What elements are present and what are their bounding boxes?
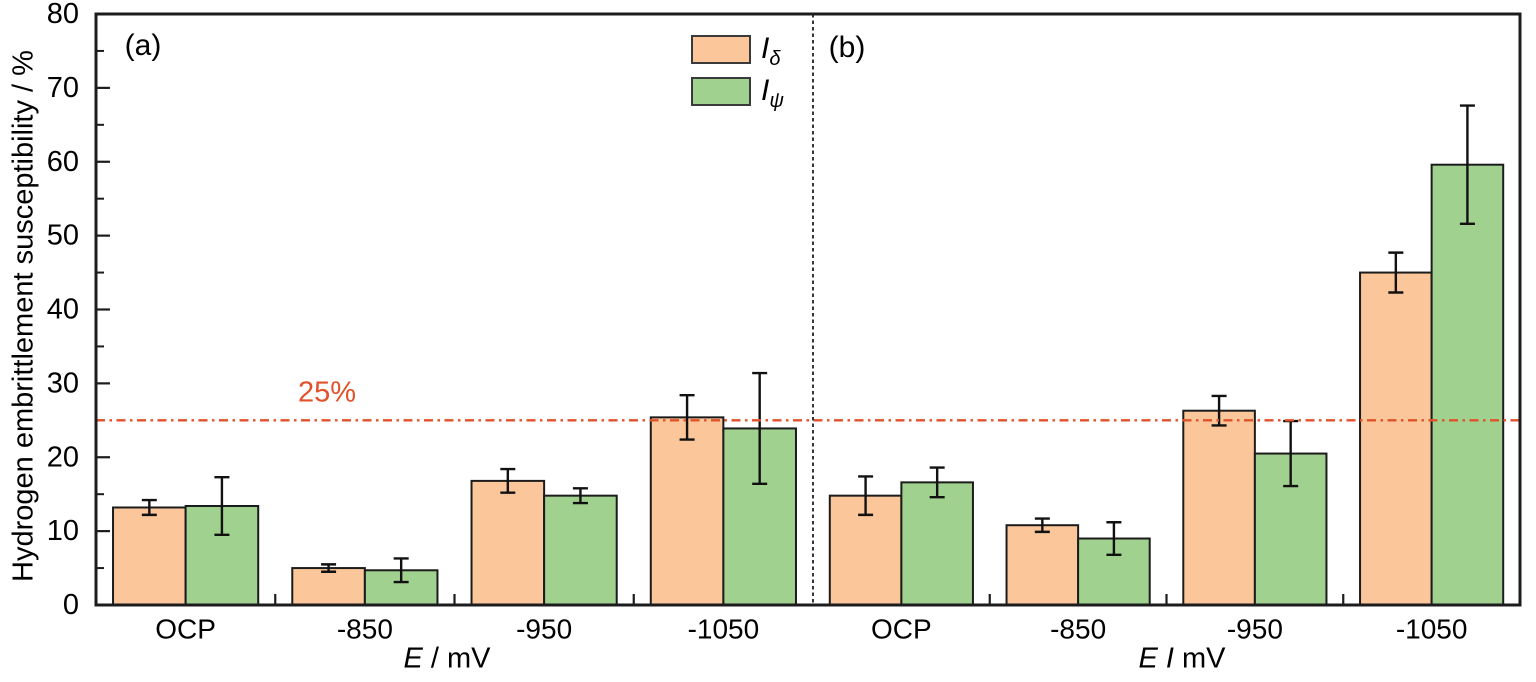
x-axis-title-a: E / mV [403, 643, 490, 676]
y-axis-tick-label: 60 [47, 146, 79, 178]
x-axis-title-b-separator: I [1157, 642, 1183, 675]
x-axis-title-b-symbol: E [1138, 642, 1158, 675]
x-axis-title-a-symbol: E [403, 642, 423, 675]
error-bar-I_psi [929, 466, 945, 499]
error-bar-I_psi [214, 475, 230, 537]
y-axis-tick-label: 40 [47, 294, 79, 326]
legend-swatch-delta [691, 34, 751, 64]
x-axis-category-label: OCP [871, 614, 932, 645]
error-bar-I_delta [858, 475, 874, 517]
legend-subscript-delta: δ [769, 48, 781, 70]
bar-I_psi [1430, 163, 1505, 607]
bar-I_delta [1359, 271, 1433, 606]
bar-I_delta [470, 479, 546, 607]
legend-swatch-psi [691, 76, 751, 106]
y-axis-tick-label: 0 [63, 589, 79, 621]
legend-symbol-psi: I [761, 74, 770, 107]
x-axis-category-label: -1050 [688, 614, 760, 645]
error-bar-I_delta [679, 393, 695, 441]
y-axis-tick-label: 30 [47, 367, 79, 399]
x-axis-title-b: E I mV [1138, 643, 1225, 676]
panel-b-label: (b) [828, 31, 866, 64]
x-axis-category-label: -1050 [1396, 614, 1468, 645]
y-axis-title: Hydrogen embrittlement susceptibility / … [7, 50, 40, 582]
error-bar-I_delta [141, 498, 157, 517]
error-bar-I_psi [1459, 104, 1475, 226]
error-bar-I_psi [393, 557, 409, 584]
error-bar-I_psi [752, 371, 768, 486]
bar-I_delta [649, 416, 725, 607]
error-bar-I_psi [1106, 521, 1122, 556]
legend-label-delta: Iδ [761, 32, 780, 70]
legend-item-delta: Iδ [691, 32, 784, 70]
bar-I_psi [543, 494, 618, 607]
bar-I_delta [291, 567, 366, 606]
bar-I_delta [1182, 409, 1256, 606]
error-bar-I_psi [572, 487, 588, 505]
error-bar-I_delta [1034, 517, 1050, 534]
panel-a-label: (a) [124, 29, 162, 62]
error-bar-I_delta [1388, 251, 1404, 294]
x-axis-category-label: -950 [516, 614, 572, 645]
legend-symbol-delta: I [761, 32, 770, 65]
legend-subscript-psi: ψ [769, 90, 784, 112]
legend-item-psi: Iψ [691, 74, 784, 112]
x-axis-category-label: OCP [155, 614, 216, 645]
error-bar-I_delta [321, 563, 337, 573]
x-axis-category-label: -950 [1227, 614, 1283, 645]
y-axis-tick-label: 50 [47, 220, 79, 252]
plot-frame [94, 12, 1522, 607]
x-axis-title-b-unit: mV [1182, 642, 1226, 675]
y-axis-tick-label: 70 [47, 72, 79, 104]
x-axis-title-a-unit: / mV [422, 642, 491, 675]
bar-I_psi [900, 481, 974, 606]
y-axis-tick-label: 10 [47, 515, 79, 547]
error-bar-I_delta [500, 467, 516, 494]
legend: Iδ Iψ [691, 32, 784, 112]
bar-I_delta [1005, 524, 1080, 607]
legend-label-psi: Iψ [761, 74, 784, 112]
reference-line-label: 25% [297, 376, 357, 409]
x-axis-category-label: -850 [337, 614, 393, 645]
y-axis-tick-label: 80 [47, 0, 79, 30]
x-axis-category-label: -850 [1050, 614, 1106, 645]
y-axis-tick-label: 20 [47, 441, 79, 473]
bar-I_delta [112, 506, 187, 606]
error-bar-I_delta [1211, 394, 1227, 427]
